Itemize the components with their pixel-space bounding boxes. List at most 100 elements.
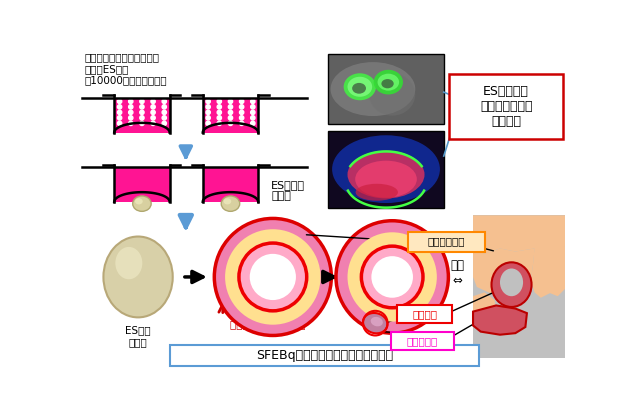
FancyBboxPatch shape [397, 305, 452, 323]
Circle shape [140, 110, 144, 115]
Circle shape [129, 110, 133, 115]
Ellipse shape [348, 151, 425, 198]
Circle shape [129, 105, 133, 109]
Circle shape [251, 99, 255, 104]
Circle shape [362, 246, 423, 308]
Circle shape [117, 116, 122, 120]
Ellipse shape [352, 83, 366, 94]
Circle shape [129, 116, 133, 120]
Text: SFEBq培養（無血清浮遊凝集培養）: SFEBq培養（無血清浮遊凝集培養） [256, 349, 393, 362]
Ellipse shape [221, 196, 239, 211]
Circle shape [117, 105, 122, 109]
Circle shape [206, 105, 210, 109]
Polygon shape [473, 215, 566, 254]
FancyBboxPatch shape [408, 232, 484, 251]
Circle shape [140, 105, 144, 109]
Polygon shape [473, 249, 535, 296]
Circle shape [162, 121, 166, 125]
Circle shape [151, 105, 155, 109]
Polygon shape [473, 292, 496, 318]
Circle shape [239, 116, 244, 120]
Polygon shape [531, 246, 566, 298]
Circle shape [225, 229, 321, 325]
Bar [328, 131, 444, 208]
Circle shape [214, 218, 331, 335]
FancyBboxPatch shape [449, 74, 563, 139]
Circle shape [162, 110, 166, 115]
Circle shape [162, 99, 166, 104]
Ellipse shape [355, 161, 417, 198]
Ellipse shape [374, 70, 403, 95]
Ellipse shape [331, 62, 415, 116]
Circle shape [162, 116, 166, 120]
Circle shape [217, 99, 222, 104]
Circle shape [151, 121, 155, 125]
Circle shape [151, 116, 155, 120]
Circle shape [117, 121, 122, 125]
Circle shape [140, 99, 144, 104]
Circle shape [217, 116, 222, 120]
Ellipse shape [135, 198, 142, 205]
Ellipse shape [491, 262, 532, 307]
Circle shape [238, 242, 308, 312]
Ellipse shape [348, 77, 372, 97]
Circle shape [228, 105, 232, 109]
Circle shape [239, 99, 244, 104]
Circle shape [372, 256, 413, 298]
Ellipse shape [363, 313, 387, 333]
Circle shape [251, 110, 255, 115]
Text: 口腔外胚葉: 口腔外胚葉 [406, 336, 438, 346]
Text: 単一細胞にバラバラにした
マウスES細胞
（10000細胞／ウェル）: 単一細胞にバラバラにした マウスES細胞 （10000細胞／ウェル） [84, 52, 167, 85]
Ellipse shape [115, 247, 142, 279]
Ellipse shape [500, 269, 523, 296]
Bar [203, 98, 258, 132]
Circle shape [206, 121, 210, 125]
Circle shape [360, 244, 425, 309]
Circle shape [151, 99, 155, 104]
Ellipse shape [332, 135, 440, 203]
Text: 内在性のBMP シグナル: 内在性のBMP シグナル [231, 319, 306, 329]
Circle shape [239, 105, 244, 109]
Circle shape [206, 116, 210, 120]
Circle shape [117, 99, 122, 104]
Text: ラトケ嚢: ラトケ嚢 [412, 309, 437, 319]
Ellipse shape [370, 317, 383, 326]
Circle shape [228, 121, 232, 125]
Circle shape [228, 110, 232, 115]
Circle shape [140, 121, 144, 125]
Circle shape [239, 121, 244, 125]
Polygon shape [473, 305, 527, 335]
Text: ES細胞
凝集塊: ES細胞 凝集塊 [125, 325, 151, 347]
Circle shape [140, 116, 144, 120]
Circle shape [129, 121, 133, 125]
Circle shape [249, 254, 296, 300]
Circle shape [129, 99, 133, 104]
Circle shape [251, 116, 255, 120]
Circle shape [251, 105, 255, 109]
Circle shape [228, 116, 232, 120]
Bar [328, 54, 444, 124]
Text: 同等
⇔: 同等 ⇔ [450, 259, 465, 287]
Text: ES細胞の
再凝集: ES細胞の 再凝集 [272, 180, 306, 202]
Ellipse shape [103, 237, 173, 317]
Circle shape [117, 110, 122, 115]
FancyBboxPatch shape [391, 332, 454, 350]
Circle shape [228, 99, 232, 104]
Circle shape [206, 99, 210, 104]
Circle shape [239, 110, 244, 115]
Ellipse shape [369, 73, 415, 116]
Polygon shape [473, 215, 566, 358]
Ellipse shape [224, 198, 231, 205]
Bar [114, 167, 169, 202]
Text: ES細胞から
自己組織化した
ラトケ嚢: ES細胞から 自己組織化した ラトケ嚢 [480, 85, 532, 128]
Text: 視床下部組織: 視床下部組織 [427, 237, 465, 247]
Text: ヘッジホッグ
シグナル: ヘッジホッグ シグナル [235, 236, 272, 258]
Circle shape [239, 243, 307, 311]
Ellipse shape [377, 74, 399, 90]
Circle shape [151, 110, 155, 115]
Circle shape [348, 232, 437, 322]
Ellipse shape [355, 184, 398, 201]
Ellipse shape [344, 73, 376, 100]
Circle shape [206, 110, 210, 115]
Ellipse shape [381, 79, 394, 88]
